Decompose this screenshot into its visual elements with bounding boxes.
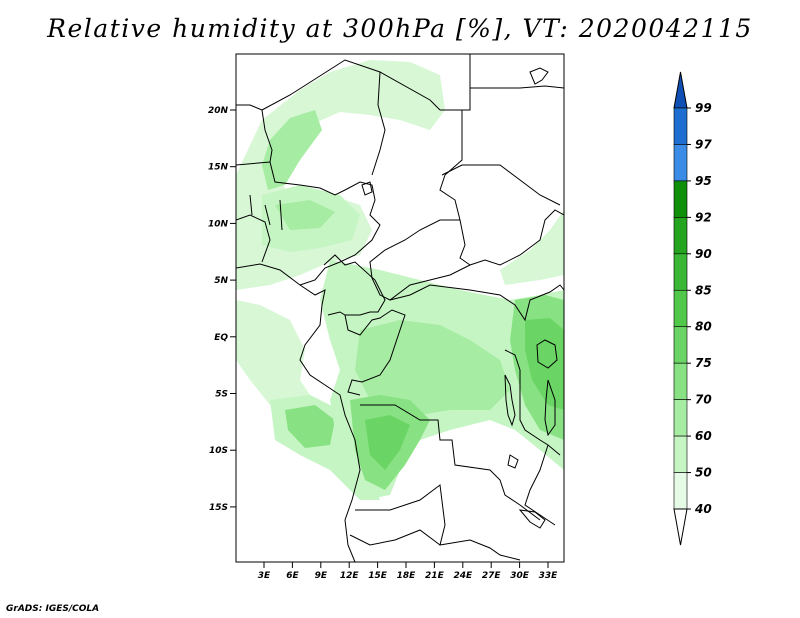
lat-label: 5S	[215, 390, 228, 400]
lake-outline	[536, 339, 558, 369]
lon-label: 15E	[368, 571, 388, 581]
lon-label: 24E	[453, 571, 473, 581]
lon-label: 3E	[258, 571, 271, 581]
border-line	[249, 194, 283, 231]
lat-label: 10S	[209, 446, 228, 456]
lat-label: 15S	[209, 503, 228, 513]
border-line	[261, 59, 441, 111]
border-line	[355, 484, 521, 561]
coastline	[236, 263, 361, 562]
colorbar-label: 99	[695, 101, 712, 115]
moisture-region	[525, 318, 564, 410]
moisture-region	[355, 320, 510, 420]
lake-outline	[507, 454, 519, 469]
lat-label: 5N	[214, 276, 228, 286]
lon-label: 21E	[425, 571, 445, 581]
border-line	[323, 254, 386, 316]
border-line	[524, 444, 556, 526]
lake-outline	[504, 374, 516, 427]
colorbar-label: 92	[695, 210, 712, 224]
lat-label: 10N	[208, 219, 229, 229]
longitude-axis: 3E 6E 9E 12E 15E 18E 21E 24E 27E 30E 33E	[258, 562, 558, 581]
grads-credit: GrADS: IGES/COLA	[6, 604, 100, 614]
colorbar-bin	[673, 180, 688, 218]
lon-label: 12E	[340, 571, 360, 581]
border-line	[371, 71, 386, 176]
colorbar-label: 75	[695, 356, 712, 370]
border-line	[389, 284, 564, 322]
border-line	[441, 164, 561, 206]
lon-label: 33E	[539, 571, 559, 581]
colorbar-bin	[673, 326, 688, 364]
lake-outline	[544, 379, 556, 437]
border-line	[360, 404, 541, 521]
country-borders	[236, 54, 564, 562]
colorbar-label: 97	[695, 137, 712, 151]
moisture-region	[275, 200, 335, 230]
lon-label: 9E	[315, 571, 328, 581]
lon-label: 6E	[286, 571, 299, 581]
colorbar-label: 60	[695, 429, 712, 443]
lake-outline	[518, 509, 546, 529]
moisture-region	[236, 300, 320, 420]
lat-label: 15N	[208, 163, 229, 173]
border-line	[349, 529, 441, 546]
colorbar-label: 40	[694, 502, 712, 516]
colorbar-label: 85	[695, 283, 712, 297]
lon-label: 18E	[397, 571, 417, 581]
border-line	[369, 209, 564, 301]
colorbar-label: 80	[695, 320, 712, 334]
colorbar-bin	[673, 253, 688, 291]
moisture-region	[500, 210, 564, 285]
moisture-region	[285, 405, 335, 448]
colorbar-bin	[673, 435, 688, 473]
moisture-region	[365, 415, 410, 470]
colorbar-bin	[673, 144, 688, 182]
colorbar-bin	[673, 399, 688, 437]
chart-title: Relative humidity at 300hPa [%], VT: 202…	[47, 14, 753, 43]
colorbar-bin	[673, 107, 688, 145]
border-line	[470, 85, 564, 89]
border-line	[504, 349, 561, 456]
colorbar-label: 50	[695, 466, 712, 480]
border-line	[440, 54, 471, 111]
colorbar-bin	[673, 217, 688, 255]
colorbar-label: 95	[695, 174, 712, 188]
border-line	[269, 161, 381, 286]
colorbar-bin	[673, 472, 688, 510]
lat-label: 20N	[208, 106, 229, 116]
colorbar-bin	[673, 508, 688, 546]
lon-label: 27E	[482, 571, 502, 581]
latitude-axis: 20N 15N 10N 5N EQ 5S 10S 15S	[208, 106, 236, 513]
lake-outline	[361, 181, 373, 196]
border-line	[344, 309, 406, 396]
colorbar-bin	[673, 289, 688, 328]
lake-outline	[529, 67, 549, 85]
map-frame	[235, 53, 565, 563]
colorbar-label: 70	[695, 393, 712, 407]
colorbar: 40 50 60 70 75 80 85 90 92 95 97 99	[673, 71, 712, 546]
humidity-shading	[236, 60, 564, 500]
border-line	[236, 214, 271, 263]
border-line	[439, 110, 471, 266]
lon-label: 30E	[510, 571, 530, 581]
colorbar-bin	[673, 71, 688, 109]
lat-label: EQ	[214, 333, 228, 343]
moisture-region	[262, 110, 322, 190]
colorbar-bin	[673, 362, 688, 400]
colorbar-label: 90	[695, 247, 712, 261]
